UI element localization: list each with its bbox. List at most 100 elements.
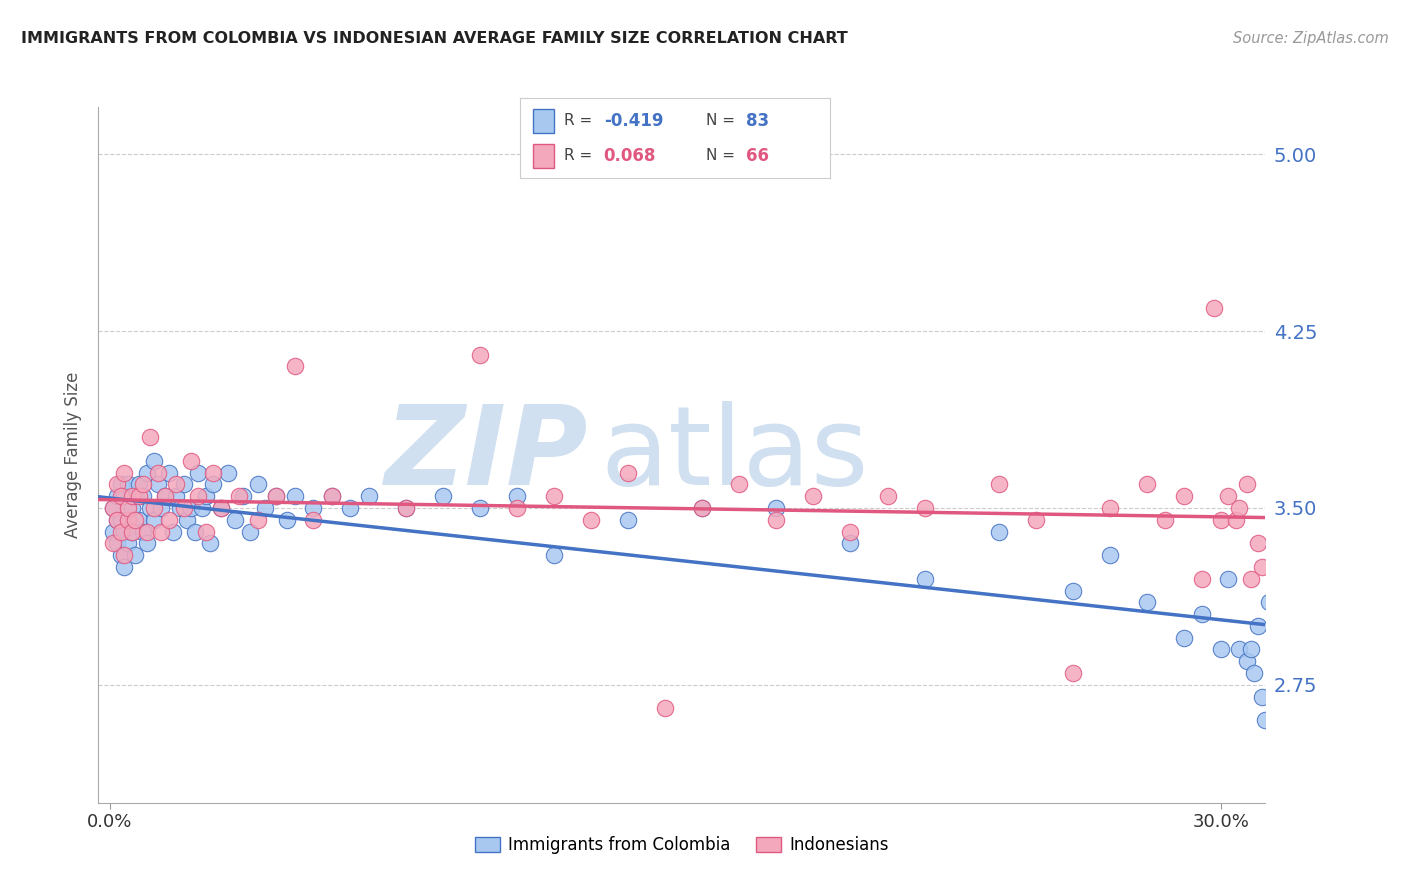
Point <box>117 500 139 515</box>
Point <box>112 524 135 539</box>
Point <box>187 466 209 480</box>
Point <box>135 466 157 480</box>
Point <box>914 500 936 515</box>
Point <box>103 500 125 515</box>
Point <box>1062 666 1084 681</box>
Point <box>103 500 125 515</box>
Point <box>202 477 225 491</box>
Point <box>321 489 343 503</box>
Point <box>153 489 176 503</box>
Point <box>1258 595 1281 609</box>
Text: 0.068: 0.068 <box>603 147 657 165</box>
Point <box>302 513 325 527</box>
Point <box>765 513 787 527</box>
Point <box>654 701 676 715</box>
Point <box>112 489 135 503</box>
Point <box>506 489 529 503</box>
Point <box>395 500 418 515</box>
Point <box>914 572 936 586</box>
Point <box>803 489 825 503</box>
Point <box>191 500 214 515</box>
Point <box>112 560 135 574</box>
Point <box>617 513 640 527</box>
Point <box>121 524 143 539</box>
Point <box>128 477 150 491</box>
Point <box>1098 548 1121 562</box>
Point <box>239 524 262 539</box>
Point <box>121 489 143 503</box>
Point <box>180 500 202 515</box>
Text: 83: 83 <box>747 112 769 129</box>
Point <box>246 477 269 491</box>
Point <box>1236 654 1258 668</box>
Point <box>103 524 125 539</box>
Point <box>1191 607 1213 621</box>
Point <box>617 466 640 480</box>
Point <box>150 500 173 515</box>
Point <box>105 536 128 550</box>
Point <box>135 536 157 550</box>
Point <box>839 524 862 539</box>
Point <box>187 489 209 503</box>
Point <box>209 500 232 515</box>
Point <box>1243 666 1265 681</box>
Point <box>110 477 132 491</box>
Point <box>284 489 307 503</box>
Point <box>1173 631 1195 645</box>
Point <box>165 477 187 491</box>
Point <box>146 477 169 491</box>
Point <box>339 500 361 515</box>
Point <box>105 477 128 491</box>
Point <box>302 500 325 515</box>
Point <box>165 489 187 503</box>
Point <box>128 489 150 503</box>
Text: N =: N = <box>706 148 740 163</box>
Point <box>143 500 166 515</box>
Point <box>105 513 128 527</box>
Text: Source: ZipAtlas.com: Source: ZipAtlas.com <box>1233 31 1389 46</box>
Point <box>121 500 143 515</box>
Point <box>1218 572 1240 586</box>
Point <box>139 430 162 444</box>
Point <box>506 500 529 515</box>
Point <box>228 489 250 503</box>
Point <box>468 348 491 362</box>
Point <box>209 500 232 515</box>
Point <box>124 548 146 562</box>
Point <box>1250 690 1272 704</box>
Text: N =: N = <box>706 113 740 128</box>
Point <box>117 513 139 527</box>
Point <box>121 524 143 539</box>
Point <box>110 524 132 539</box>
Text: ZIP: ZIP <box>385 401 589 508</box>
Point <box>1229 500 1251 515</box>
Point <box>132 489 155 503</box>
Point <box>184 524 207 539</box>
Point <box>157 513 180 527</box>
Point <box>1247 536 1270 550</box>
Point <box>765 500 787 515</box>
Point <box>173 500 195 515</box>
Point <box>1098 500 1121 515</box>
Point <box>110 513 132 527</box>
Point <box>139 500 162 515</box>
Point <box>110 548 132 562</box>
Point <box>150 524 173 539</box>
Point <box>1209 642 1232 657</box>
Point <box>357 489 380 503</box>
Point <box>117 477 139 491</box>
Point <box>217 466 239 480</box>
Point <box>112 548 135 562</box>
Point <box>543 489 565 503</box>
Point <box>1202 301 1225 315</box>
Point <box>124 489 146 503</box>
Point <box>224 513 246 527</box>
Point <box>128 513 150 527</box>
Point <box>1025 513 1047 527</box>
Point <box>1062 583 1084 598</box>
Point <box>143 454 166 468</box>
Point <box>132 477 155 491</box>
Point <box>1225 513 1247 527</box>
Point <box>198 536 221 550</box>
Text: R =: R = <box>564 148 596 163</box>
